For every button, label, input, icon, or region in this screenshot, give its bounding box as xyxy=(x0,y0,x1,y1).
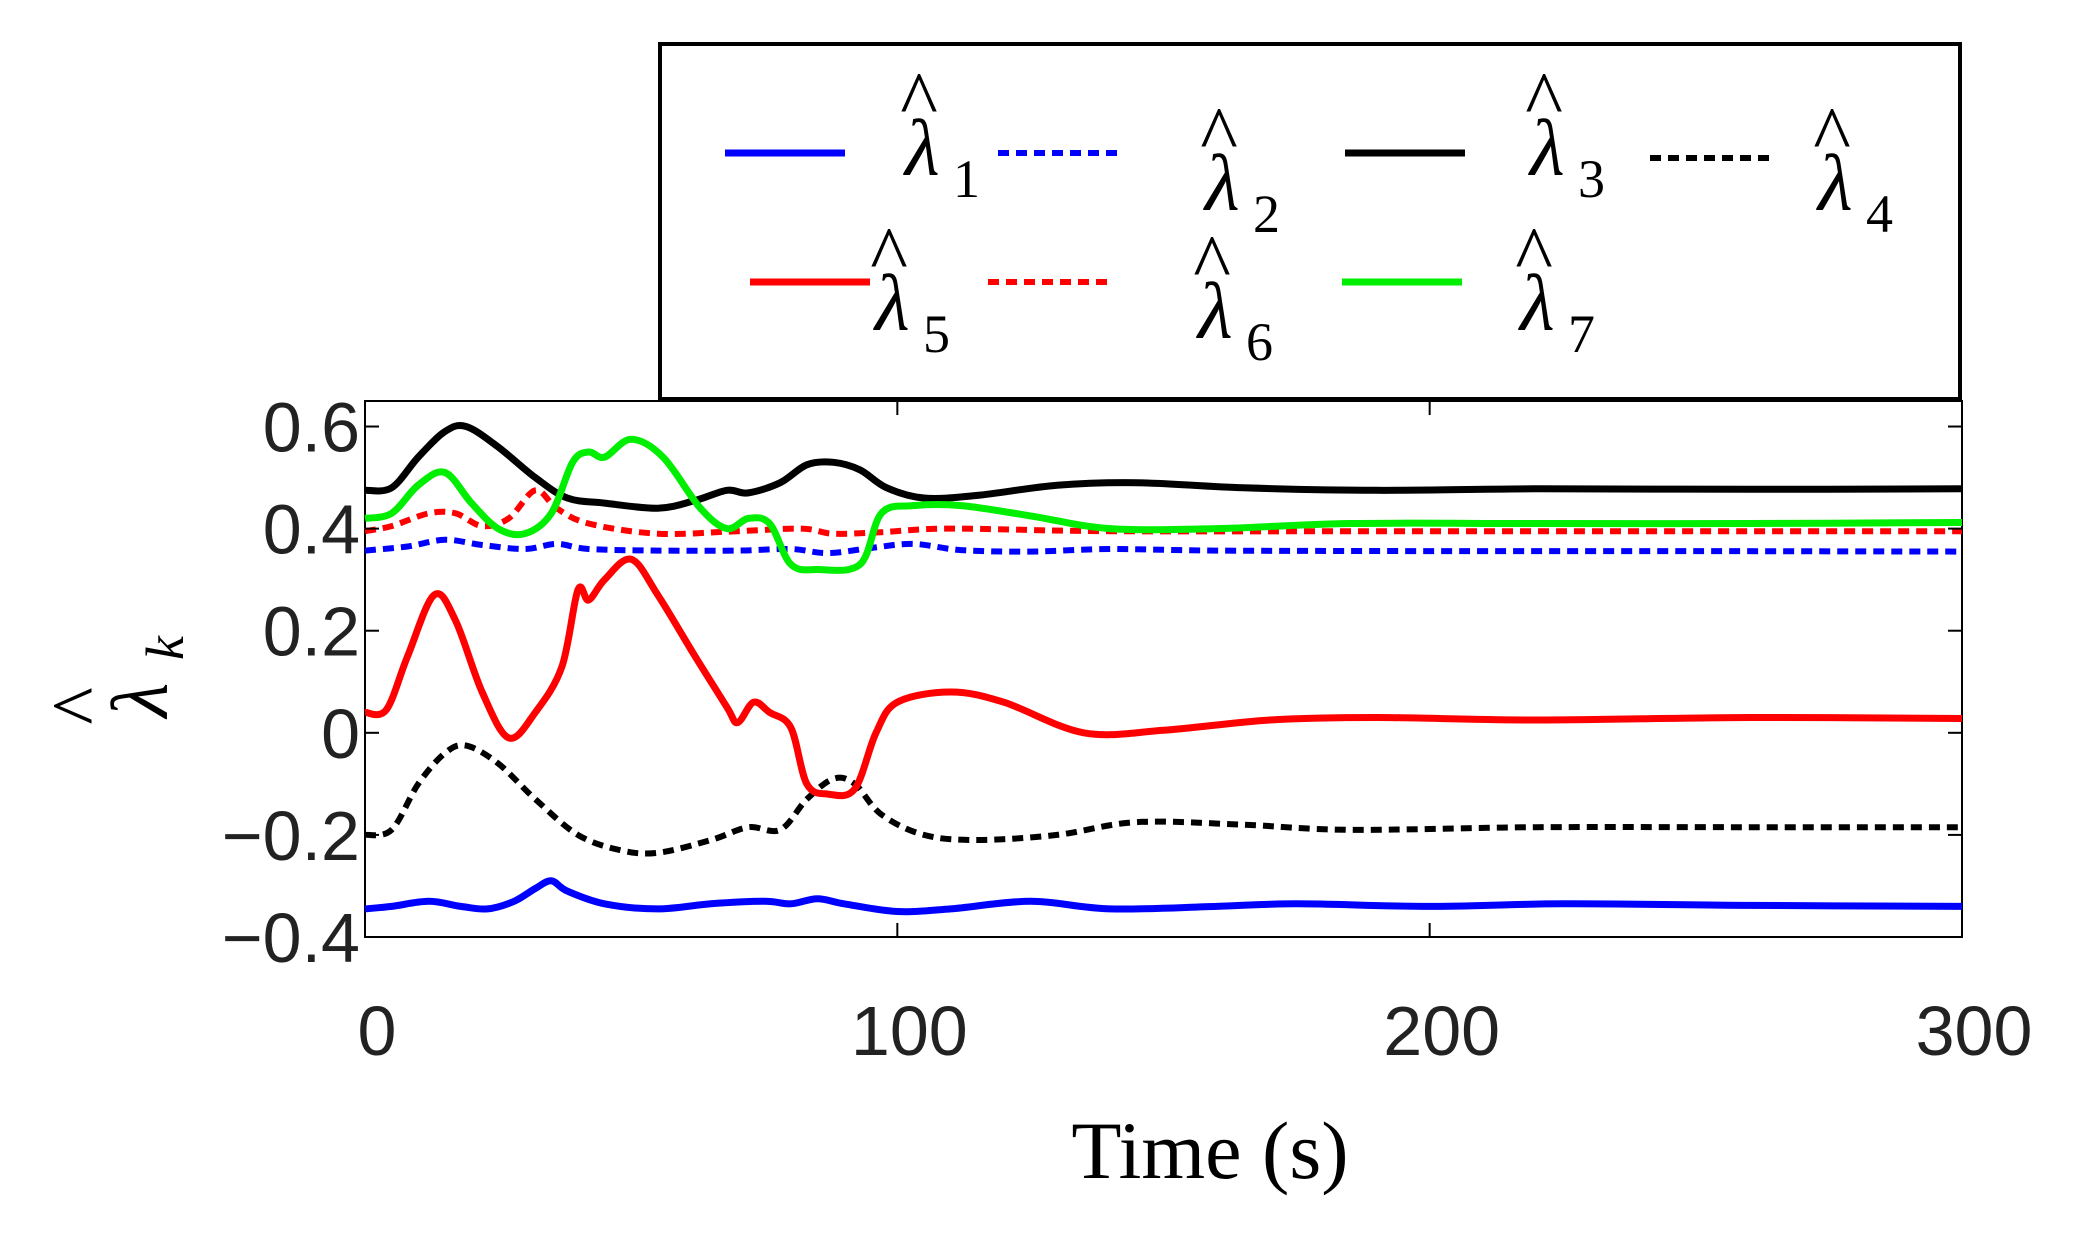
legend-hat: ^ xyxy=(900,57,938,145)
legend-symbol: λ xyxy=(1203,140,1240,228)
legend-subscript: 4 xyxy=(1866,184,1893,244)
legend-item-4: ^λ 4 xyxy=(1650,92,1893,244)
legend: ^λ 1 ^λ 2^λ 3 ^λ 4^λ 5^λ 6^λ 7 xyxy=(658,42,1962,401)
series-line-5 xyxy=(364,555,1963,800)
y-axis-title-hat: ^ xyxy=(37,687,125,725)
legend-symbol: λ xyxy=(1816,140,1853,228)
legend-symbol: λ xyxy=(1528,105,1565,193)
legend-subscript: 7 xyxy=(1568,304,1595,364)
series-line-2 xyxy=(364,536,1963,557)
legend-hat: ^ xyxy=(870,212,908,300)
legend-symbol: λ xyxy=(1196,268,1233,356)
legend-item-2: ^λ 2 xyxy=(998,92,1280,244)
x-tick-label: 300 xyxy=(1916,992,2033,1070)
legend-item-7: ^λ 7 xyxy=(1342,212,1595,364)
legend-hat: ^ xyxy=(1200,92,1238,180)
legend-item-1: ^λ 1 xyxy=(725,57,980,209)
series-line-4 xyxy=(364,742,1962,857)
legend-hat: ^ xyxy=(1193,220,1231,308)
plot-area: 0 100 200 300 −0.4 −0.2 0 0.2 0.4 0.6 xyxy=(222,389,2033,1070)
legend-hat: ^ xyxy=(1813,92,1851,180)
legend-symbol: λ xyxy=(903,105,940,193)
y-tick-label: −0.2 xyxy=(222,797,360,875)
y-tick-label: 0.2 xyxy=(263,593,360,671)
legend-box xyxy=(658,42,1962,401)
legend-subscript: 2 xyxy=(1253,184,1280,244)
axes-frame xyxy=(364,400,1963,938)
y-axis-title-subscript: k xyxy=(135,635,195,660)
series-line-6 xyxy=(364,487,1962,538)
series-line-7 xyxy=(364,435,1963,574)
x-tick-label: 100 xyxy=(851,992,968,1070)
legend-item-6: ^λ 6 xyxy=(988,220,1273,372)
y-tick-label: −0.4 xyxy=(222,899,360,977)
y-tick-label: 0 xyxy=(321,695,360,773)
legend-hat: ^ xyxy=(1515,212,1553,300)
x-axis-title: Time (s) xyxy=(1071,1105,1348,1196)
x-tick-label: 200 xyxy=(1383,992,1500,1070)
y-axis-title-symbol: λ xyxy=(97,683,185,720)
y-axis-title: ^ λ k xyxy=(37,635,195,725)
y-tick-label: 0.6 xyxy=(263,389,360,467)
series-line-1 xyxy=(364,877,1963,916)
tick-group: 0 100 200 300 −0.4 −0.2 0 0.2 0.4 0.6 xyxy=(222,389,2033,1070)
legend-hat: ^ xyxy=(1525,57,1563,145)
legend-symbol: λ xyxy=(1518,260,1555,348)
legend-subscript: 6 xyxy=(1246,312,1273,372)
legend-subscript: 3 xyxy=(1578,149,1605,209)
legend-symbol: λ xyxy=(873,260,910,348)
x-tick-label: 0 xyxy=(358,992,397,1070)
legend-subscript: 1 xyxy=(953,149,980,209)
legend-item-5: ^λ 5 xyxy=(750,212,950,364)
legend-subscript: 5 xyxy=(923,304,950,364)
series-group xyxy=(364,422,1963,916)
legend-item-3: ^λ 3 xyxy=(1345,57,1605,209)
y-tick-label: 0.4 xyxy=(263,491,360,569)
series-line-3 xyxy=(364,422,1963,512)
